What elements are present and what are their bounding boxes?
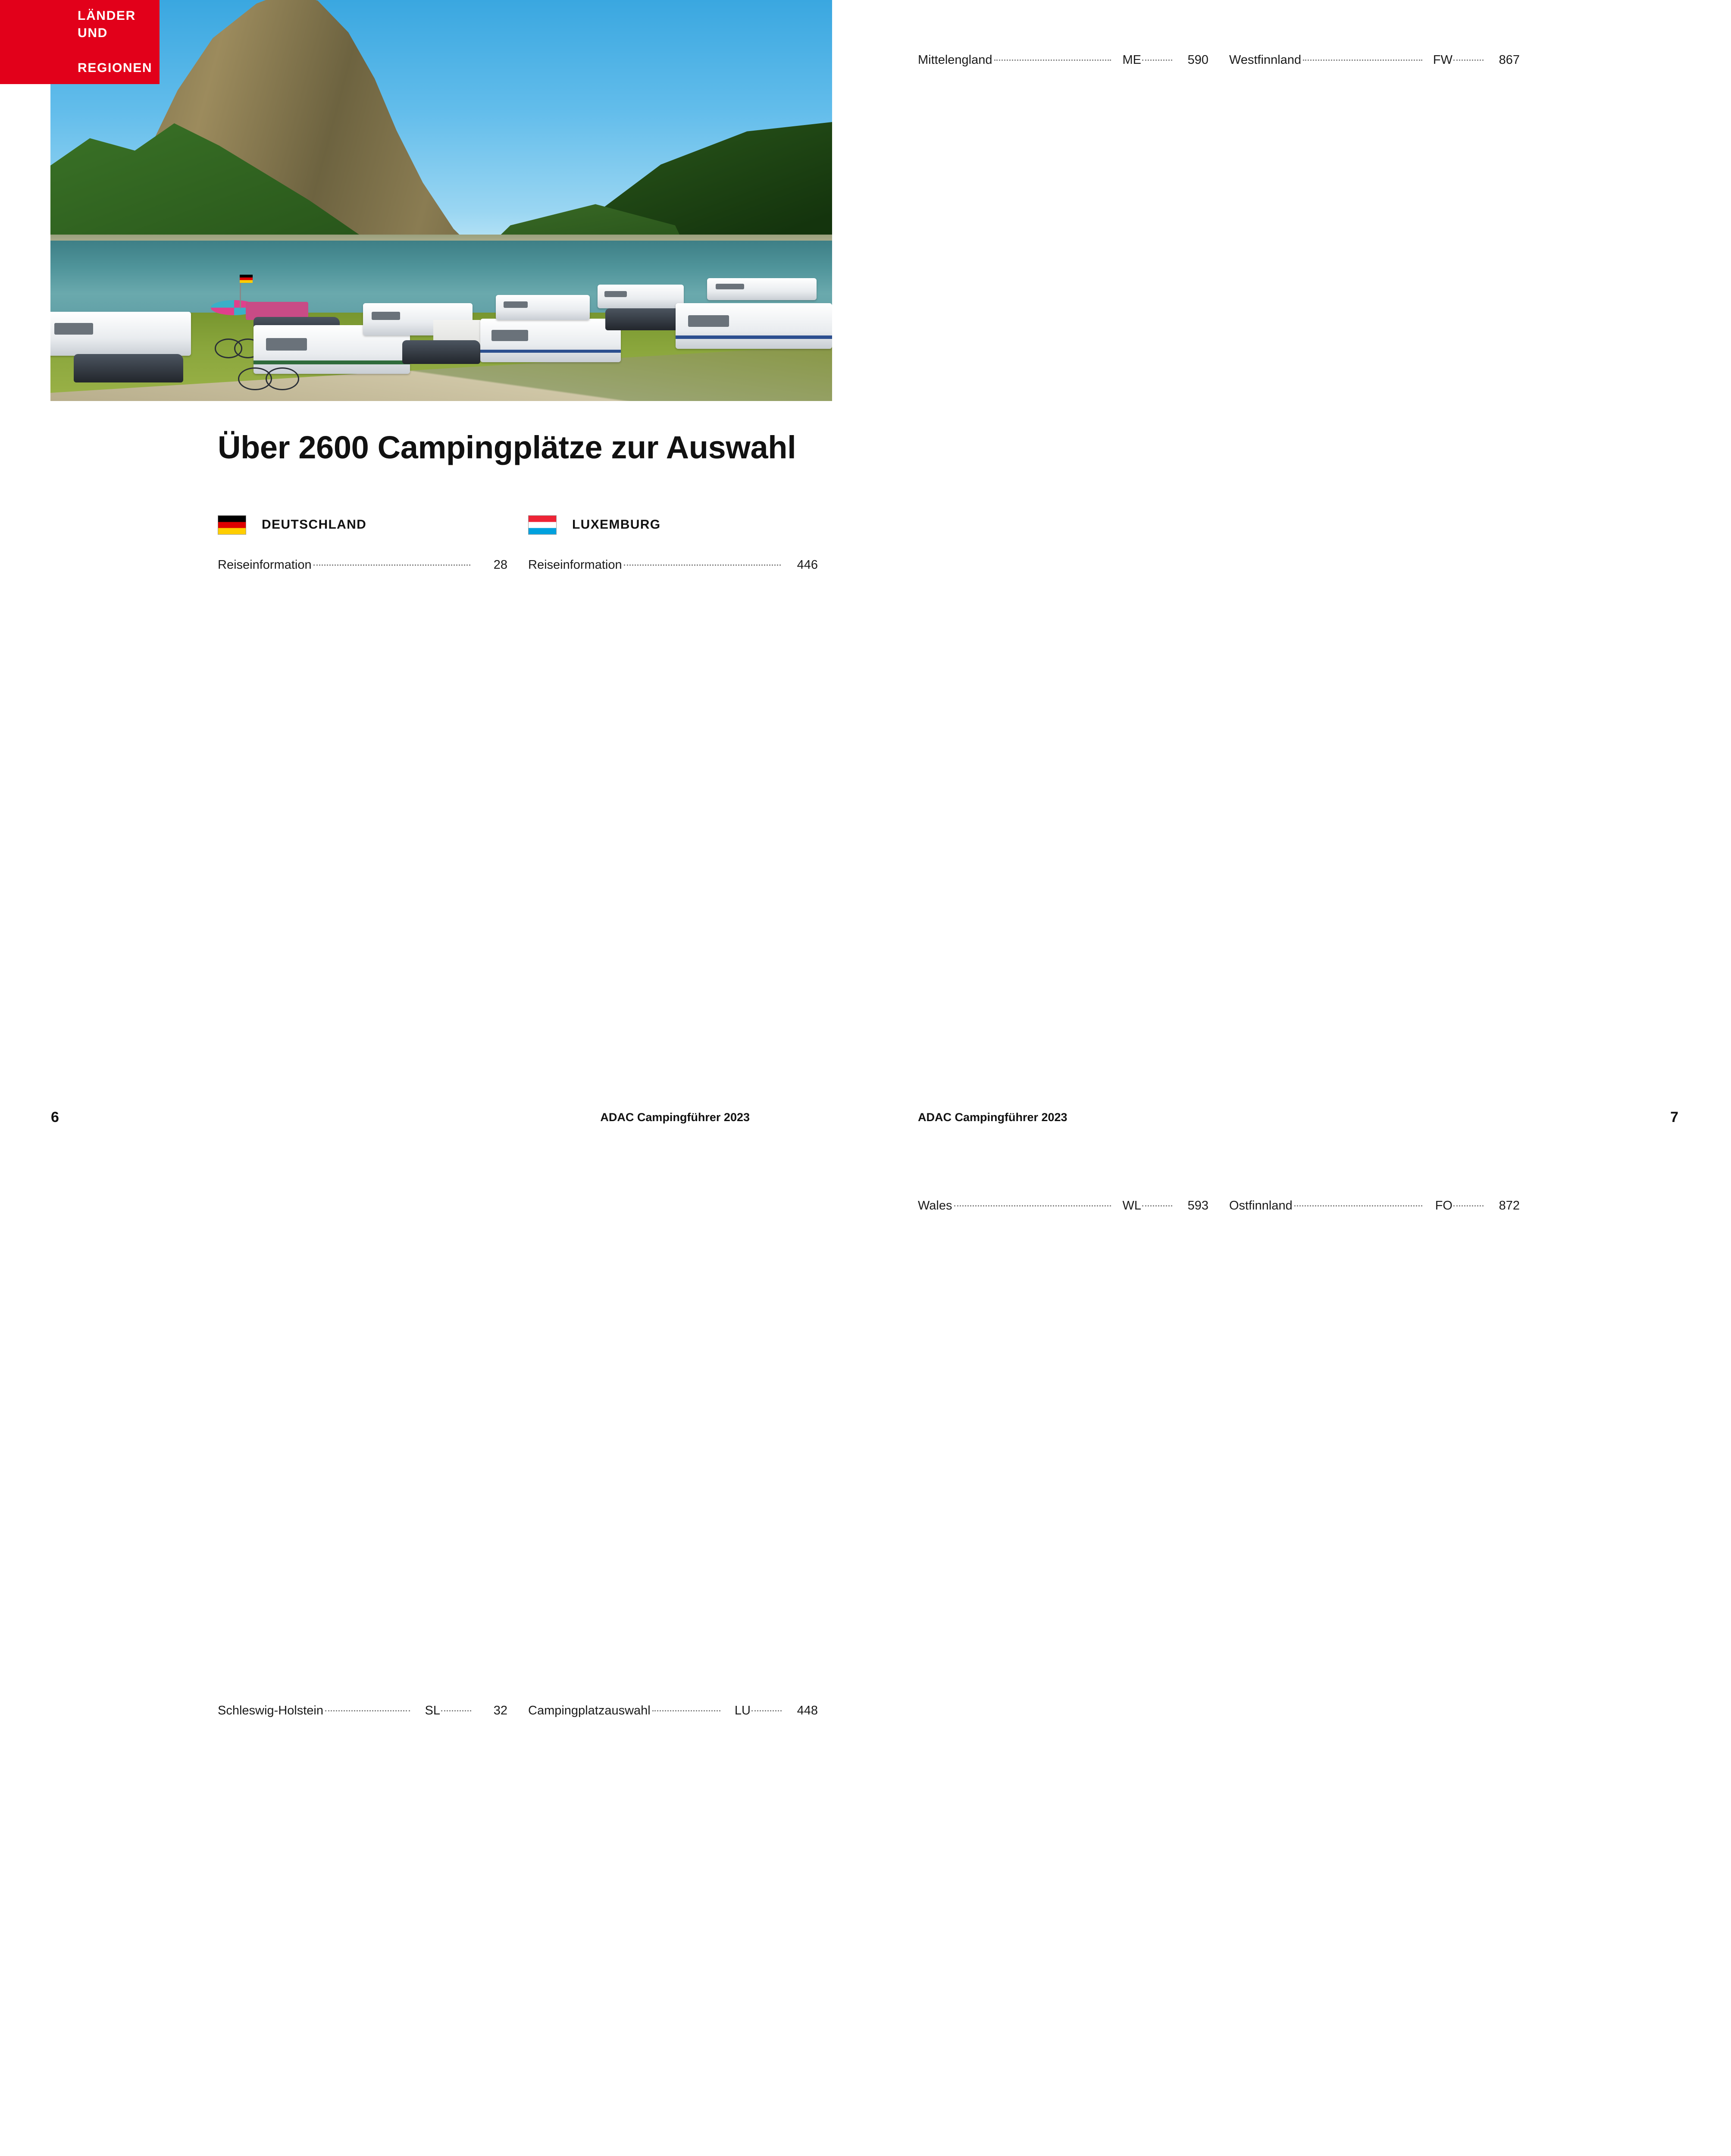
toc-entry[interactable]: Mittelengland ME 590 [918,51,1208,1197]
toc-entry[interactable]: Campingplatzauswahl LU 448 [528,1702,818,2156]
german-flag-icon [239,275,253,283]
caravan [598,285,684,309]
toc-entry-page-number: 872 [1499,1199,1520,1213]
leader-dots [1453,1205,1484,1206]
country-name: DEUTSCHLAND [262,517,367,532]
toc-entry-list: Reiseinformation 446 Campingplatzauswahl LU… [528,556,818,2156]
toc-column: LUXEMBURG Reiseinformation 446 Campingplatz… [528,511,839,2156]
hero-photo [50,0,832,401]
toc-entry-label: Reiseinformation [218,558,312,572]
leader-dots [652,1710,720,1711]
toc-entry-list: Reiseinformation 28 Schleswig-Holstein SL 32… [218,556,507,2156]
toc-column: DEUTSCHLAND Reiseinformation 28 Schleswig-H… [218,511,528,2156]
toc-entry[interactable]: Schleswig-Holstein SL 32 [218,1702,507,2156]
section-badge-line1: LÄNDER UND [78,8,136,41]
leader-dots [1294,1205,1422,1206]
de-flag-icon [218,515,246,535]
leader-dots [954,1205,1111,1206]
toc-entry-label: Reiseinformation [528,558,622,572]
caravan [676,303,832,349]
running-head-left: ADAC Campingführer 2023 [600,1111,750,1124]
leader-dots [751,1710,782,1711]
page-title: Über 2600 Campingplätze zur Auswahl [218,429,796,465]
toc-entry[interactable]: Reiseinformation 446 [528,556,818,1702]
toc-entry-code: SL [425,1704,440,1717]
page-footer-right: ADAC Campingführer 2023 7 [865,1094,1731,1146]
leader-dots [441,1710,471,1711]
leader-dots [1142,1205,1172,1206]
toc-entry-code: FW [1433,53,1452,67]
caravan [707,278,817,300]
folio-right: 7 [1670,1109,1678,1125]
leader-dots [313,564,470,566]
toc-entry-code: LU [734,1704,751,1717]
section-badge-line2: REGIONEN [78,61,153,75]
leader-dots [1142,60,1172,61]
leader-dots [623,564,781,566]
country-name: LUXEMBURG [572,517,661,532]
leader-dots [994,60,1111,61]
bicycle [265,367,300,390]
toc-entry-code: ME [1122,53,1142,67]
running-head-right: ADAC Campingführer 2023 [918,1111,1067,1124]
toc-entry-code: FO [1435,1199,1452,1213]
lu-flag-icon [528,515,557,535]
country-block: LUXEMBURG Reiseinformation 446 Campingplatz… [528,511,818,2156]
caravan [480,318,621,363]
country-heading: DEUTSCHLAND [218,511,507,539]
toc-entry[interactable]: Reiseinformation 28 [218,556,507,1702]
book-spread: LÄNDER UND REGIONEN Über 2600 Campingplä… [0,0,1731,1717]
section-badge: LÄNDER UND REGIONEN [0,0,160,84]
country-block: DEUTSCHLAND Reiseinformation 28 Schleswig-H… [218,511,507,2156]
toc-entry-label: Campingplatzauswahl [528,1704,651,1717]
toc-entry-page-number: 448 [797,1704,818,1717]
toc-entry[interactable]: Wales WL 593 [918,1197,1208,2156]
toc-entry-label: Ostfinnland [1229,1199,1293,1213]
leader-dots [325,1710,410,1711]
toc-entry-label: Westfinnland [1229,53,1302,67]
toc-entry-label: Wales [918,1199,952,1213]
toc-entry-label: Mittelengland [918,53,992,67]
flag-pole [239,275,241,309]
car [605,308,684,330]
toc-entry-page-number: 590 [1187,53,1208,67]
car [74,354,184,382]
toc-entry[interactable]: Ostfinnland FO 872 [1229,1197,1520,2156]
toc-entry-label: Schleswig-Holstein [218,1704,323,1717]
toc-entry-page-number: 28 [493,558,507,572]
page-left: LÄNDER UND REGIONEN Über 2600 Campingplä… [0,0,865,1717]
caravan [50,311,191,356]
caravan [254,325,410,374]
folio-left: 6 [51,1109,59,1125]
leader-dots [1303,60,1422,61]
toc-entry[interactable]: Westfinnland FW 867 [1229,51,1520,1197]
page-footer-left: 6 ADAC Campingführer 2023 [0,1094,865,1146]
caravan [496,295,590,320]
toc-entry-page-number: 867 [1499,53,1520,67]
page-right: MittelenglandME590WalesWL593NordenglandN… [865,0,1731,1213]
toc-entry-page-number: 32 [493,1704,507,1717]
leader-dots [1453,60,1484,61]
car [402,340,481,364]
photo-caravan-row [50,232,832,401]
toc-entry-code: WL [1122,1199,1142,1213]
toc-entry-page-number: 446 [797,558,818,572]
country-heading: LUXEMBURG [528,511,818,539]
toc-columns-left: DEUTSCHLAND Reiseinformation 28 Schleswig-H… [0,511,865,2156]
photo-canvas [50,0,832,401]
toc-entry-page-number: 593 [1187,1199,1208,1213]
